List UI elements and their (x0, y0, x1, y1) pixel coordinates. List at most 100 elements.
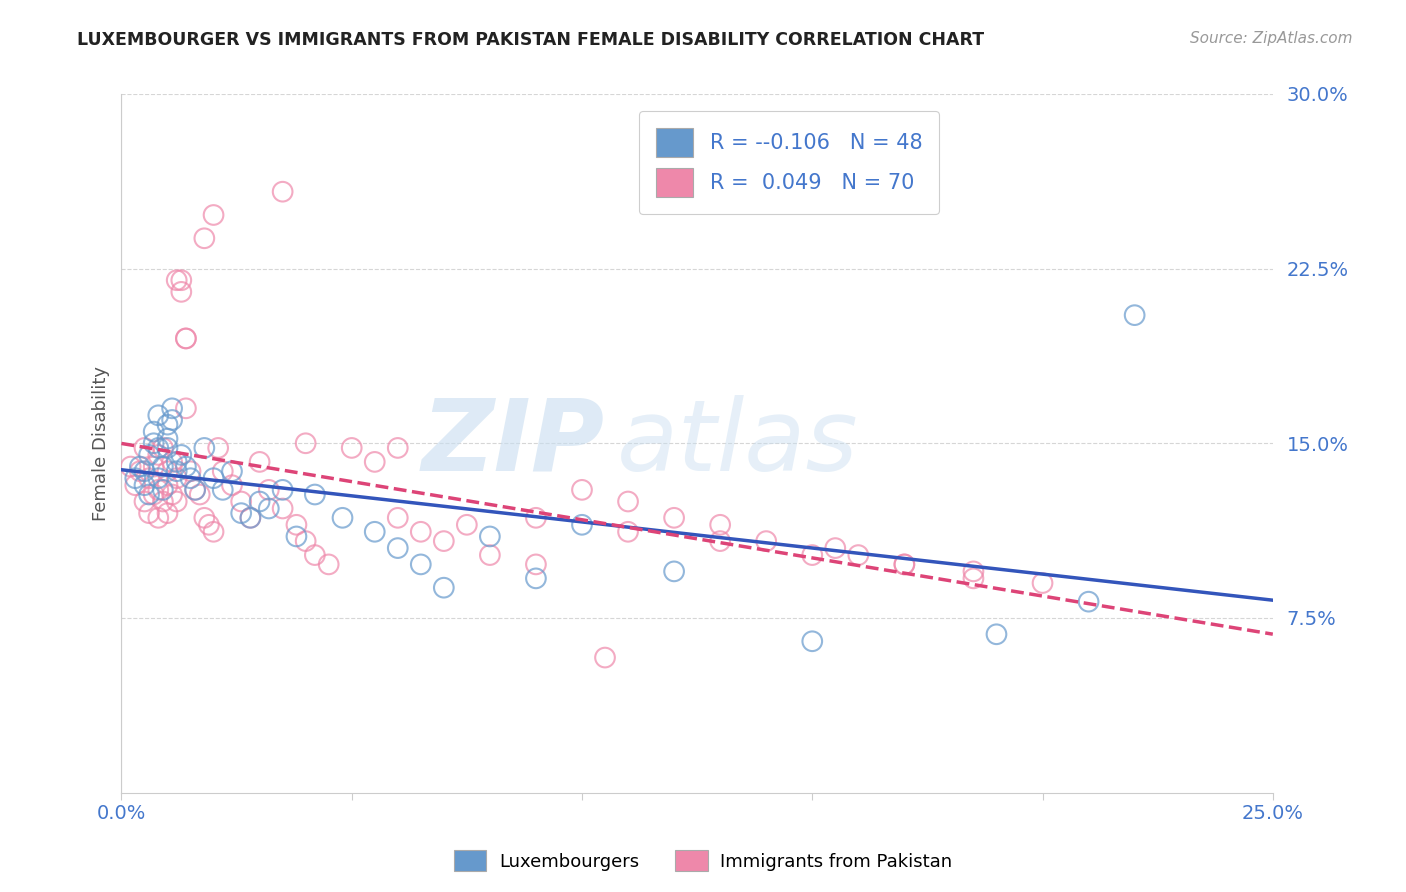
Point (801, 634, 824, 648)
Point (138, 448, 160, 462)
Point (364, 524, 387, 539)
Point (524, 558, 547, 572)
Point (134, 478, 156, 492)
Point (156, 441, 179, 455)
Point (148, 409, 170, 423)
Point (148, 511, 170, 525)
Point (755, 534, 778, 549)
Point (433, 581, 456, 595)
Point (180, 464, 202, 478)
Point (184, 483, 207, 497)
Point (156, 464, 179, 478)
Point (285, 517, 308, 532)
Point (166, 494, 188, 508)
Point (134, 441, 156, 455)
Point (166, 471, 188, 485)
Point (152, 483, 174, 497)
Point (364, 455, 387, 469)
Point (846, 548, 869, 562)
Text: Source: ZipAtlas.com: Source: ZipAtlas.com (1189, 31, 1353, 46)
Point (180, 471, 202, 485)
Point (202, 524, 225, 539)
Point (211, 464, 233, 478)
Legend: R = --0.106   N = 48, R =  0.049   N = 70: R = --0.106 N = 48, R = 0.049 N = 70 (640, 112, 939, 214)
Point (332, 511, 354, 525)
Point (134, 464, 156, 478)
Point (962, 565, 984, 579)
Point (170, 285, 193, 299)
Point (170, 448, 193, 462)
Point (188, 487, 211, 501)
Point (387, 541, 409, 555)
Point (524, 511, 547, 525)
Point (202, 208, 225, 222)
Point (257, 501, 280, 516)
Point (231, 506, 253, 520)
Point (409, 524, 432, 539)
Point (156, 432, 179, 446)
Point (662, 511, 685, 525)
Point (662, 565, 685, 579)
Point (142, 459, 165, 474)
Point (138, 471, 160, 485)
Point (166, 464, 188, 478)
Point (340, 441, 363, 455)
Point (387, 511, 409, 525)
Point (409, 558, 432, 572)
Point (124, 478, 146, 492)
Point (152, 459, 174, 474)
Point (433, 534, 456, 549)
Point (962, 571, 984, 585)
Point (138, 506, 160, 520)
Point (257, 483, 280, 497)
Point (271, 501, 294, 516)
Point (456, 517, 478, 532)
Point (160, 413, 183, 427)
Point (709, 534, 731, 549)
Point (249, 455, 271, 469)
Point (166, 455, 188, 469)
Point (152, 494, 174, 508)
Legend: Luxembourgers, Immigrants from Pakistan: Luxembourgers, Immigrants from Pakistan (447, 843, 959, 879)
Text: atlas: atlas (616, 395, 858, 491)
Point (142, 425, 165, 439)
Point (160, 455, 183, 469)
Point (294, 436, 316, 450)
Point (824, 541, 846, 555)
Point (174, 331, 197, 345)
Point (184, 483, 207, 497)
Point (148, 471, 170, 485)
Point (304, 487, 326, 501)
Point (148, 441, 170, 455)
Point (593, 650, 616, 665)
Point (1077, 595, 1099, 609)
Point (478, 548, 501, 562)
Point (152, 441, 174, 455)
Text: ZIP: ZIP (422, 395, 605, 491)
Point (148, 448, 170, 462)
Point (285, 529, 308, 543)
Point (387, 441, 409, 455)
Point (801, 548, 824, 562)
Point (571, 517, 593, 532)
Point (231, 494, 253, 508)
Point (128, 459, 150, 474)
Point (156, 417, 179, 432)
Point (202, 471, 225, 485)
Point (174, 459, 197, 474)
Point (174, 401, 197, 416)
Point (1123, 308, 1146, 322)
Point (138, 487, 160, 501)
Point (271, 483, 294, 497)
Point (617, 524, 640, 539)
Point (156, 478, 179, 492)
Point (221, 464, 243, 478)
Point (160, 487, 183, 501)
Point (170, 273, 193, 287)
Point (193, 231, 215, 245)
Point (142, 487, 165, 501)
Point (166, 273, 188, 287)
Point (124, 471, 146, 485)
Point (617, 494, 640, 508)
Point (239, 511, 262, 525)
